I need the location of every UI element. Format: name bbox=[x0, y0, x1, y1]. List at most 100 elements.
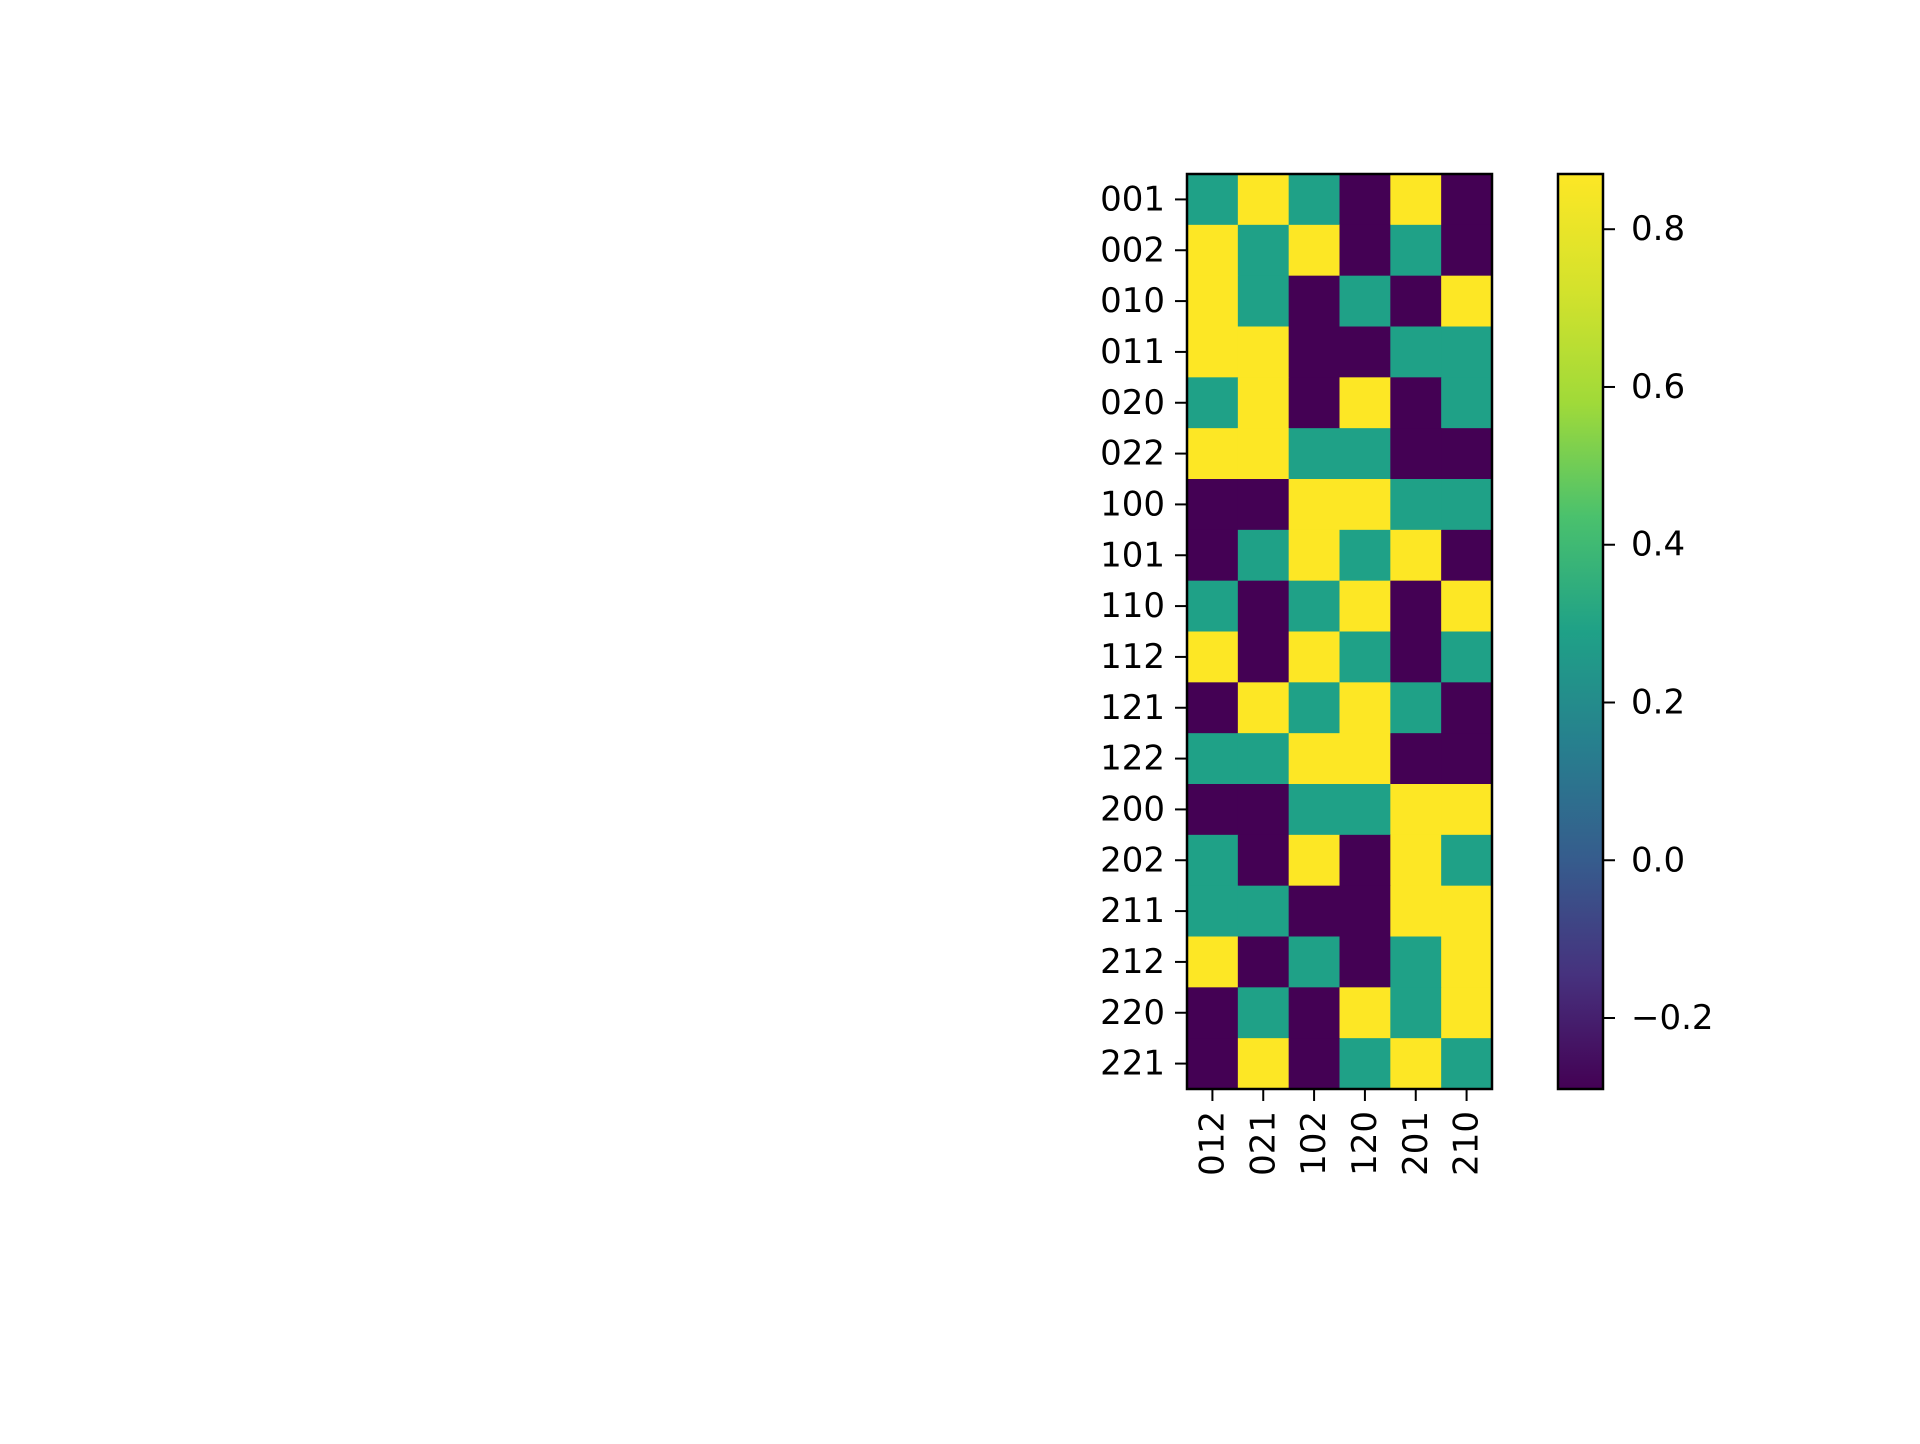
y-tick-label: 110 bbox=[1100, 586, 1165, 626]
y-tick-label: 221 bbox=[1100, 1044, 1165, 1084]
heatmap-cell bbox=[1187, 529, 1239, 582]
heatmap-cells bbox=[1187, 174, 1493, 1090]
heatmap-cell bbox=[1390, 784, 1442, 836]
heatmap-cell bbox=[1288, 479, 1341, 531]
heatmap-cell bbox=[1390, 987, 1442, 1039]
heatmap-cell bbox=[1441, 834, 1493, 887]
heatmap-cell bbox=[1441, 580, 1493, 633]
plot-frame bbox=[1185, 172, 1494, 1091]
heatmap-cell bbox=[1288, 1038, 1341, 1090]
y-tick-label: 100 bbox=[1100, 484, 1165, 524]
heatmap-cell bbox=[1339, 479, 1391, 531]
y-tick-label: 010 bbox=[1100, 281, 1165, 321]
heatmap-cell bbox=[1237, 834, 1290, 887]
heatmap-cell bbox=[1390, 682, 1442, 734]
heatmap-cell bbox=[1288, 377, 1341, 429]
heatmap-cell bbox=[1339, 733, 1391, 785]
y-tick-label: 011 bbox=[1100, 332, 1165, 372]
y-tick-label: 122 bbox=[1100, 739, 1165, 779]
heatmap-cell bbox=[1441, 529, 1493, 582]
y-tick-label: 211 bbox=[1100, 891, 1165, 931]
heatmap-cell bbox=[1441, 479, 1493, 531]
heatmap-cell bbox=[1339, 275, 1391, 328]
heatmap-cell bbox=[1288, 428, 1341, 480]
heatmap-cell bbox=[1339, 580, 1391, 633]
heatmap-cell bbox=[1339, 682, 1391, 734]
heatmap-cell bbox=[1237, 631, 1290, 683]
heatmap-cell bbox=[1237, 580, 1290, 633]
x-tick-label: 102 bbox=[1294, 1111, 1334, 1176]
heatmap-cell bbox=[1237, 885, 1290, 938]
x-axis: 012 021 102 120 201 210 bbox=[1192, 1089, 1487, 1176]
heatmap-cell bbox=[1288, 326, 1341, 378]
colorbar-tick-label: 0.0 bbox=[1631, 840, 1685, 880]
x-tick-label: 012 bbox=[1192, 1111, 1232, 1176]
heatmap-cell bbox=[1441, 224, 1493, 277]
heatmap-cell bbox=[1441, 936, 1493, 988]
heatmap-cell bbox=[1237, 224, 1290, 277]
heatmap-cell bbox=[1441, 174, 1493, 226]
heatmap-cell bbox=[1187, 631, 1239, 683]
heatmap-cell bbox=[1187, 682, 1239, 734]
heatmap-cell bbox=[1237, 275, 1290, 328]
x-tick-label: 210 bbox=[1447, 1111, 1487, 1176]
heatmap-cell bbox=[1187, 580, 1239, 633]
heatmap-cell bbox=[1288, 885, 1341, 938]
heatmap-cell bbox=[1390, 428, 1442, 480]
y-tick-label: 020 bbox=[1100, 383, 1165, 423]
x-tick-label: 201 bbox=[1396, 1111, 1436, 1176]
heatmap-cell bbox=[1441, 326, 1493, 378]
heatmap-cell bbox=[1187, 885, 1239, 938]
heatmap-cell bbox=[1187, 275, 1239, 328]
heatmap-cell bbox=[1441, 682, 1493, 734]
y-tick-label: 002 bbox=[1100, 230, 1165, 270]
heatmap-cell bbox=[1187, 733, 1239, 785]
heatmap-cell bbox=[1288, 987, 1341, 1039]
heatmap-cell bbox=[1237, 987, 1290, 1039]
y-tick-label: 202 bbox=[1100, 840, 1165, 880]
y-tick-label: 200 bbox=[1100, 789, 1165, 829]
heatmap-cell bbox=[1339, 1038, 1391, 1090]
x-tick-label: 120 bbox=[1345, 1111, 1385, 1176]
colorbar-tick-label: 0.8 bbox=[1631, 209, 1685, 249]
heatmap-cell bbox=[1339, 428, 1391, 480]
heatmap-cell bbox=[1339, 326, 1391, 378]
heatmap-cell bbox=[1339, 987, 1391, 1039]
heatmap-cell bbox=[1288, 529, 1341, 582]
heatmap-cell bbox=[1390, 377, 1442, 429]
heatmap-cell bbox=[1390, 224, 1442, 277]
y-tick-label: 001 bbox=[1100, 179, 1165, 219]
heatmap-cell bbox=[1339, 784, 1391, 836]
heatmap-cell bbox=[1187, 987, 1239, 1039]
heatmap-cell bbox=[1390, 174, 1442, 226]
heatmap-cell bbox=[1441, 1038, 1493, 1090]
heatmap-cell bbox=[1288, 580, 1341, 633]
y-tick-label: 121 bbox=[1100, 688, 1165, 728]
y-tick-label: 212 bbox=[1100, 942, 1165, 982]
heatmap-cell bbox=[1187, 224, 1239, 277]
heatmap-cell bbox=[1237, 326, 1290, 378]
heatmap-cell bbox=[1237, 377, 1290, 429]
x-tick-label: 021 bbox=[1243, 1111, 1283, 1176]
heatmap-cell bbox=[1339, 224, 1391, 277]
heatmap-cell bbox=[1390, 631, 1442, 683]
colorbar-tick-label: −0.2 bbox=[1631, 998, 1714, 1038]
heatmap-cell bbox=[1441, 275, 1493, 328]
heatmap-cell bbox=[1339, 834, 1391, 887]
heatmap-cell bbox=[1339, 885, 1391, 938]
y-axis: 001 002 010 011 020 022 100 101 110 112 121 122 200 2… bbox=[1100, 179, 1187, 1084]
heatmap-cell bbox=[1288, 682, 1341, 734]
heatmap-cell bbox=[1187, 479, 1239, 531]
heatmap-cell bbox=[1441, 885, 1493, 938]
heatmap-cell bbox=[1187, 1038, 1239, 1090]
colorbar-gradient bbox=[1558, 174, 1603, 1089]
heatmap-cell bbox=[1390, 1038, 1442, 1090]
heatmap-cell bbox=[1441, 631, 1493, 683]
colorbar-tick-label: 0.4 bbox=[1631, 525, 1685, 565]
heatmap-cell bbox=[1390, 580, 1442, 633]
heatmap-cell bbox=[1390, 936, 1442, 988]
heatmap-cell bbox=[1288, 224, 1341, 277]
heatmap-cell bbox=[1237, 428, 1290, 480]
